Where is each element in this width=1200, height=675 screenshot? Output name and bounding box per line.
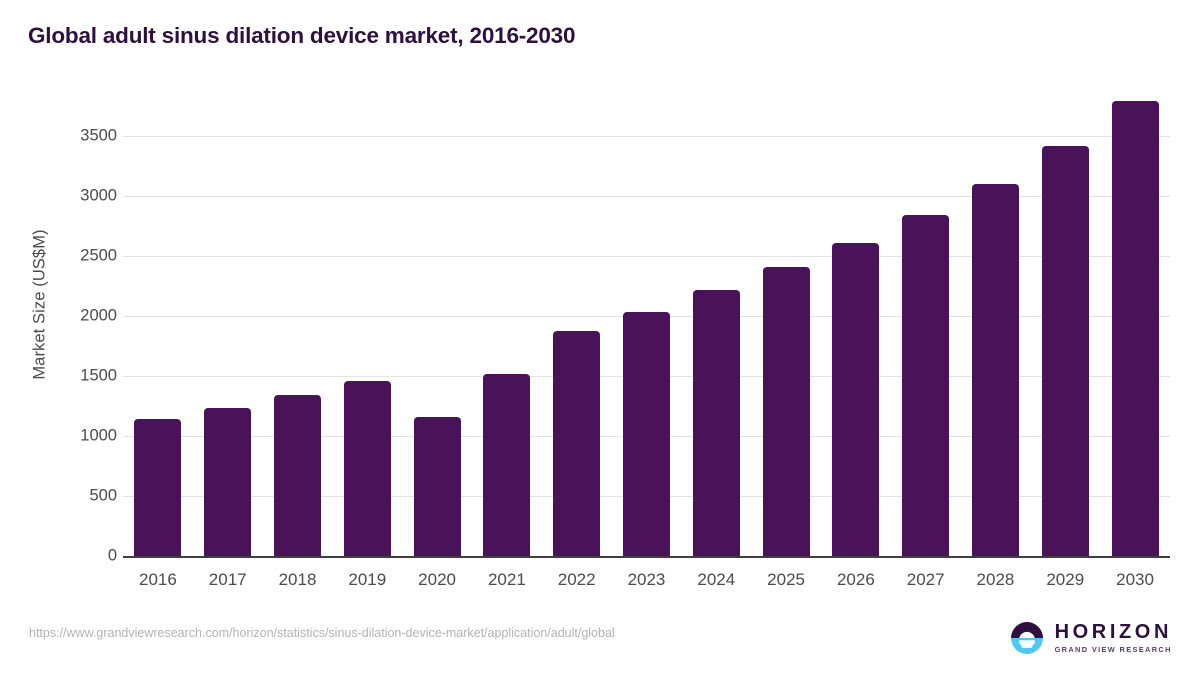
y-axis-tick-label: 2500 (80, 246, 117, 265)
bar-slot (1030, 108, 1100, 556)
horizon-sun-circle-icon (1010, 622, 1043, 654)
page-title: Global adult sinus dilation device marke… (28, 23, 576, 48)
gridline (123, 256, 1170, 257)
bar-2022[interactable] (553, 331, 601, 556)
bar-2018[interactable] (273, 394, 321, 556)
x-axis-tick-label: 2028 (976, 570, 1015, 589)
bar-2030[interactable] (1111, 101, 1159, 556)
bar-2021[interactable] (483, 374, 531, 556)
x-axis-tick-label: 2020 (418, 570, 456, 589)
bar-2016[interactable] (134, 419, 182, 556)
bar-slot (751, 108, 821, 556)
bar-slot (542, 108, 612, 556)
bar-slot (402, 108, 472, 556)
x-axis-tick-label: 2026 (836, 570, 875, 589)
x-axis-tick-label: 2025 (767, 570, 805, 589)
y-axis-tick-label: 1000 (80, 426, 117, 445)
x-axis-tick-label: 2019 (348, 570, 387, 589)
bar-series (123, 101, 1170, 556)
x-axis-tick-label: 2018 (278, 570, 317, 589)
x-axis-line (123, 556, 1170, 558)
bar-2023[interactable] (622, 311, 670, 556)
bar-2027[interactable] (902, 215, 950, 556)
y-axis-tick-label: 1500 (80, 366, 117, 385)
bar-2017[interactable] (204, 407, 252, 556)
bar-slot (961, 108, 1031, 556)
bar-slot (821, 108, 891, 556)
bar-slot (123, 108, 193, 556)
y-axis-tick-label: 2000 (80, 306, 117, 325)
x-axis-tick-label: 2022 (557, 570, 596, 589)
logo-tagline: GRAND VIEW RESEARCH (1054, 645, 1172, 655)
logo-text-block: HORIZON GRAND VIEW RESEARCH (1055, 622, 1172, 653)
x-axis-tick-labels: 2016 2017 2018 2019 2020 2021 2022 2023 2024 2025… (123, 570, 1170, 590)
x-axis-tick-label: 2016 (138, 570, 177, 589)
x-axis-tick-label: 2023 (627, 570, 666, 589)
plot-area: 0 500 1000 1500 2000 2500 3000 3500 (80, 100, 1170, 565)
bar-slot (472, 108, 542, 556)
bar-slot (193, 108, 263, 556)
x-axis-tick-label: 2027 (906, 570, 945, 589)
bar-slot (891, 108, 961, 556)
x-axis-tick-label: 2030 (1116, 570, 1154, 589)
x-axis-tick-label: 2024 (697, 570, 736, 589)
bar-2028[interactable] (971, 184, 1019, 556)
x-axis-tick-label: 2029 (1046, 570, 1085, 589)
bar-2024[interactable] (692, 290, 740, 556)
footer: https://www.grandviewresearch.com/horizo… (0, 613, 1200, 675)
bar-2019[interactable] (343, 380, 391, 556)
logo-name: HORIZON (1054, 621, 1172, 644)
source-url[interactable]: https://www.grandviewresearch.com/horizo… (29, 626, 615, 640)
brand-logo: HORIZON GRAND VIEW RESEARCH (1008, 619, 1172, 657)
bar-slot (263, 108, 333, 556)
bar-2029[interactable] (1041, 145, 1089, 556)
gridline (123, 196, 1170, 197)
y-axis-tick-label: 0 (107, 546, 117, 565)
x-axis-tick-label: 2021 (487, 570, 526, 589)
bar-slot (681, 108, 751, 556)
bar-slot (1100, 101, 1170, 556)
gridline (123, 136, 1170, 137)
x-axis-tick-label: 2017 (208, 570, 247, 589)
bar-slot (612, 108, 682, 556)
y-axis-tick-label: 500 (89, 486, 117, 505)
y-axis-tick-label: 3000 (80, 186, 117, 205)
y-axis-tick-label: 3500 (80, 126, 117, 145)
bar-slot (332, 108, 402, 556)
bar-2026[interactable] (832, 242, 880, 556)
chart-container: Market Size (US$M) 0 500 1000 1500 2000 2500 3… (0, 90, 1200, 600)
bar-2025[interactable] (762, 266, 810, 556)
bar-2020[interactable] (413, 416, 461, 556)
